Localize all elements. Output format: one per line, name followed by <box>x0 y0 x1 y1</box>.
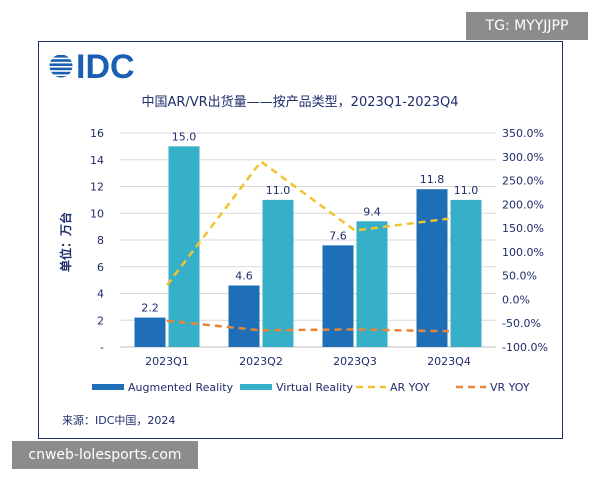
bar-vr <box>168 146 200 347</box>
y-tick-label: 6 <box>97 261 104 274</box>
source-note: 来源：IDC中国，2024 <box>62 413 175 427</box>
chart-title: 中国AR/VR出货量——按产品类型，2023Q1-2023Q4 <box>141 94 458 110</box>
y-tick-label: 8 <box>97 234 104 247</box>
bar-ar <box>134 317 166 347</box>
legend-label: Augmented Reality <box>128 381 234 394</box>
bar-value-label: 9.4 <box>363 205 381 218</box>
x-tick-label: 2023Q4 <box>427 355 471 368</box>
legend-label: Virtual Reality <box>276 381 354 394</box>
globe-icon <box>49 55 73 78</box>
y2-tick-label: 350.0% <box>502 127 544 140</box>
y-axis-label: 单位：万台 <box>58 212 73 272</box>
legend-label: VR YOY <box>490 381 530 394</box>
y2-tick-label: -50.0% <box>502 317 541 330</box>
y2-tick-label: 200.0% <box>502 198 544 211</box>
y2-tick-label: 250.0% <box>502 175 544 188</box>
logo-text: IDC <box>76 48 135 86</box>
bar-vr <box>262 199 294 347</box>
x-tick-label: 2023Q1 <box>145 355 189 368</box>
telegram-tag: TG: MYYJJPP <box>466 12 588 40</box>
bar-ar <box>416 189 448 347</box>
vr-yoy-line <box>166 319 450 333</box>
legend-swatch <box>92 384 124 390</box>
site-watermark: cnweb-lolesports.com <box>12 441 198 469</box>
bar-ar <box>228 285 260 347</box>
y2-tick-label: -100.0% <box>502 341 548 354</box>
bar-value-label: 2.2 <box>141 302 159 315</box>
bar-value-label: 15.0 <box>172 130 197 143</box>
x-tick-label: 2023Q3 <box>333 355 377 368</box>
ar-yoy-line <box>166 159 450 286</box>
bar-value-label: 7.6 <box>329 229 347 242</box>
legend-label: AR YOY <box>390 381 430 394</box>
y-tick-label: 10 <box>90 207 104 220</box>
bar-ar <box>322 245 354 347</box>
bar-value-label: 11.0 <box>454 184 479 197</box>
y2-tick-label: 150.0% <box>502 222 544 235</box>
y-tick-label: 12 <box>90 181 104 194</box>
y2-tick-label: 100.0% <box>502 246 544 259</box>
y-tick-label: 16 <box>90 127 104 140</box>
bar-value-label: 11.8 <box>420 173 445 186</box>
y-tick-label: 2 <box>97 314 104 327</box>
y2-tick-label: 50.0% <box>502 270 537 283</box>
y-tick-label: 14 <box>90 154 104 167</box>
legend-swatch <box>240 384 272 390</box>
x-tick-label: 2023Q2 <box>239 355 283 368</box>
bar-value-label: 11.0 <box>266 184 291 197</box>
bar-value-label: 4.6 <box>235 269 253 282</box>
idc-logo: IDC <box>49 48 145 86</box>
y-tick-label: - <box>100 341 104 354</box>
y2-tick-label: 0.0% <box>502 293 530 306</box>
bar-vr <box>356 221 388 347</box>
y-tick-label: 4 <box>97 288 104 301</box>
y2-tick-label: 300.0% <box>502 151 544 164</box>
bar-vr <box>450 199 482 347</box>
